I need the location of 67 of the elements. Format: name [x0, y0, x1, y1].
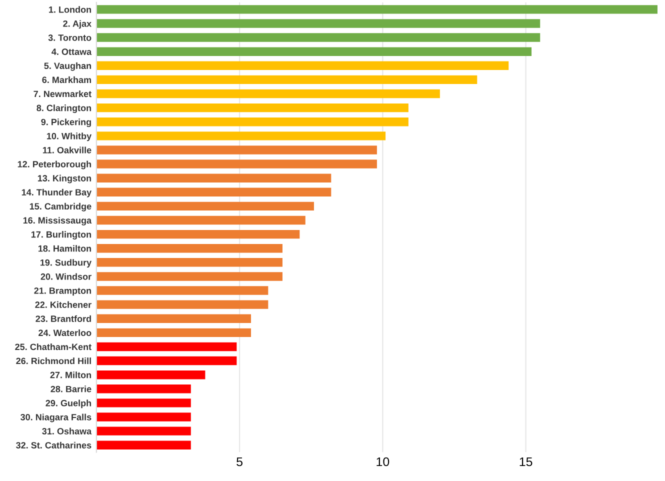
bar: [96, 258, 282, 267]
bar: [96, 103, 408, 112]
y-tick-label: 16. Mississauga: [23, 216, 92, 226]
bar: [96, 19, 540, 28]
bar: [96, 160, 377, 168]
bar: [96, 174, 332, 182]
y-tick-label: 21. Brampton: [34, 287, 92, 296]
bar: [96, 188, 332, 196]
y-tick-label: 2. Ajax: [63, 20, 92, 29]
y-tick-label: 32. St. Catharines: [16, 442, 92, 448]
bar: [96, 75, 478, 84]
y-tick-label: 24. Waterloo: [38, 329, 92, 336]
y-tick-label: 10. Whitby: [46, 132, 92, 142]
y-tick-label: 18. Hamilton: [38, 245, 92, 252]
y-tick-label: 26. Richmond Hill: [16, 358, 91, 364]
bar: [96, 244, 282, 253]
y-tick-label: 5. Vaughan: [44, 62, 92, 71]
bar: [96, 132, 386, 140]
bar: [96, 426, 191, 436]
x-tick-label: 10: [376, 457, 390, 466]
y-tick-label: 8. Clarington: [36, 104, 92, 113]
y-tick-label: 17. Burlington: [31, 231, 92, 240]
bar: [96, 314, 251, 323]
y-tick-label: 9. Pickering: [41, 118, 91, 128]
y-tick-label: 11. Oakville: [42, 146, 92, 154]
bar: [96, 398, 191, 408]
y-tick-label: 19. Sudbury: [40, 259, 92, 268]
y-tick-label: 6. Markham: [42, 76, 92, 84]
y-tick-label: 27. Milton: [50, 372, 92, 378]
y-tick-label: 14. Thunder Bay: [22, 188, 92, 198]
y-tick-label: 15. Cambridge: [30, 202, 92, 212]
y-tick-label: 13. Kingston: [38, 174, 92, 184]
bar: [96, 202, 314, 211]
bar: [96, 89, 440, 98]
y-tick-label: 31. Oshawa: [42, 428, 92, 434]
bar: [96, 412, 191, 422]
bar: [96, 356, 237, 366]
y-tick-label: 12. Peterborough: [18, 160, 92, 170]
y-tick-label: 23. Brantford: [36, 315, 91, 322]
x-tick-label: 5: [236, 457, 243, 466]
y-tick-label: 29. Guelph: [46, 400, 92, 408]
y-tick-label: 25. Chatham-Kent: [15, 343, 92, 350]
bar: [96, 61, 509, 70]
y-tick-label: 7. Newmarket: [34, 90, 92, 98]
bar: [96, 370, 206, 380]
bar: [96, 300, 268, 309]
bar: [96, 47, 532, 56]
bar: [96, 230, 300, 239]
y-tick-label: 3. Toronto: [48, 34, 92, 41]
bar: [96, 342, 237, 352]
y-tick-label: 4. Ottawa: [52, 48, 92, 55]
bar: [96, 440, 191, 450]
y-tick-label: 28. Barrie: [50, 386, 92, 392]
bar: [96, 216, 306, 225]
bar: [96, 286, 268, 295]
bar: [96, 146, 377, 154]
y-tick-label: 1. London: [49, 6, 92, 13]
bar: [96, 33, 540, 42]
y-tick-label: 22. Kitchener: [35, 301, 92, 308]
y-tick-label: 30. Niagara Falls: [20, 414, 92, 422]
y-tick-label: 20. Windsor: [40, 273, 92, 280]
bar: [96, 272, 282, 281]
bar: [96, 5, 658, 14]
bar: [96, 118, 408, 126]
x-tick-label: 15: [520, 457, 532, 466]
bar: [96, 328, 251, 338]
bar: [96, 384, 191, 394]
